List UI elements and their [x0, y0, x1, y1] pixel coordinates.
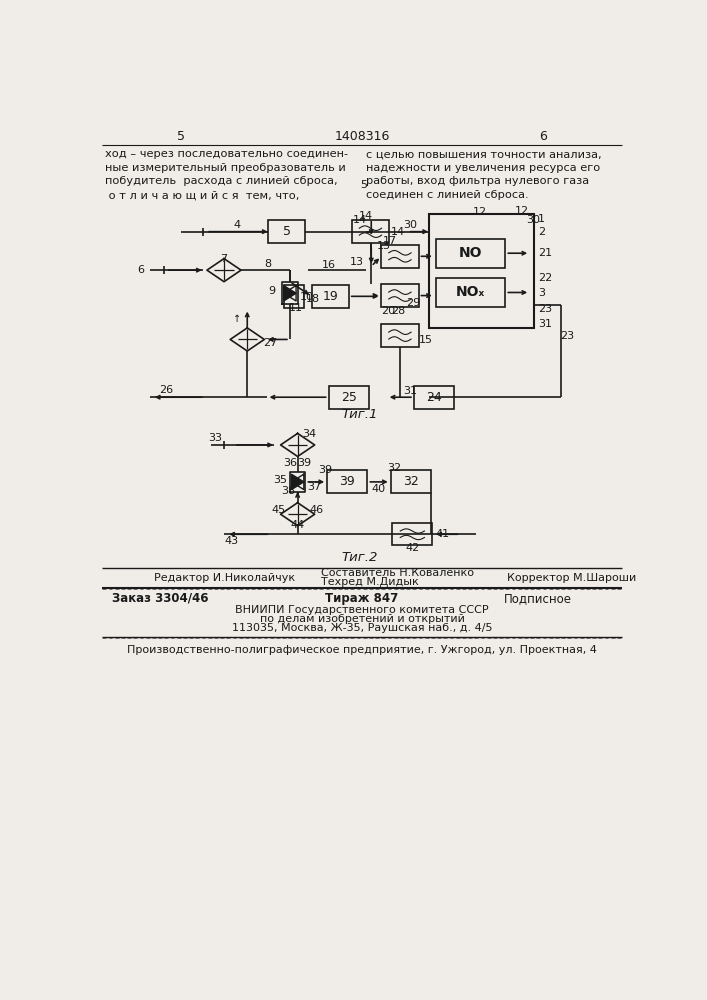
Text: 32: 32 [403, 475, 419, 488]
Text: 9: 9 [269, 286, 276, 296]
Text: 37: 37 [308, 482, 322, 492]
Text: 25: 25 [341, 391, 357, 404]
Text: 3: 3 [538, 288, 545, 298]
Bar [381, 284, 419, 307]
Text: 17: 17 [383, 236, 397, 246]
Text: 6: 6 [539, 130, 547, 143]
Text: 6: 6 [138, 265, 144, 275]
Text: Составитель Н.Коваленко: Составитель Н.Коваленко [321, 568, 474, 578]
Text: 39: 39 [318, 465, 332, 475]
Text: 2: 2 [538, 227, 545, 237]
Text: 21: 21 [538, 248, 552, 258]
Bar [329, 386, 369, 409]
Text: Подписное: Подписное [504, 592, 572, 605]
Text: Производственно-полиграфическое предприятие, г. Ужгород, ул. Проектная, 4: Производственно-полиграфическое предприя… [127, 645, 597, 655]
Bar [381, 245, 419, 268]
Text: 4: 4 [233, 220, 241, 230]
Text: 16: 16 [322, 260, 336, 270]
Text: 1: 1 [538, 214, 545, 224]
Text: ↑: ↑ [233, 314, 241, 324]
Text: 36: 36 [283, 458, 297, 468]
Text: 23: 23 [560, 331, 574, 341]
Text: NOₓ: NOₓ [456, 285, 485, 299]
Text: 1408316: 1408316 [334, 130, 390, 143]
Text: 13: 13 [349, 257, 363, 267]
Text: 14: 14 [391, 227, 404, 237]
Bar [436, 239, 506, 268]
Text: Корректор М.Шароши: Корректор М.Шароши [507, 573, 636, 583]
Text: Заказ 3304/46: Заказ 3304/46 [112, 592, 208, 605]
Text: 34: 34 [302, 429, 316, 439]
Text: Тираж 847: Тираж 847 [325, 592, 399, 605]
Text: Τиг.1: Τиг.1 [341, 408, 378, 421]
Text: 113035, Москва, Ж-35, Раушская наб., д. 4/5: 113035, Москва, Ж-35, Раушская наб., д. … [232, 623, 492, 633]
Text: по делам изобретений и открытий: по делам изобретений и открытий [259, 614, 464, 624]
Text: 32: 32 [387, 463, 402, 473]
Text: Техред М.Дидык: Техред М.Дидык [321, 577, 419, 587]
Text: 19: 19 [322, 290, 338, 303]
Text: NO: NO [459, 246, 482, 260]
Text: ход – через последовательно соединен-
ные измерительный преобразователь и
побуди: ход – через последовательно соединен- ны… [105, 149, 349, 200]
Text: 8: 8 [264, 259, 271, 269]
Bar [312, 285, 349, 308]
Text: 40: 40 [371, 484, 385, 494]
Bar [436, 278, 506, 307]
Text: 12: 12 [515, 206, 530, 216]
Bar [381, 324, 419, 347]
Text: 14: 14 [358, 211, 373, 221]
Text: 15: 15 [419, 335, 433, 345]
Bar [392, 523, 433, 545]
Bar [268, 220, 305, 243]
Text: 33: 33 [208, 433, 222, 443]
Text: 22: 22 [538, 273, 552, 283]
Text: 5: 5 [177, 130, 185, 143]
Text: 44: 44 [291, 520, 305, 530]
Text: 23: 23 [538, 304, 552, 314]
Text: 24: 24 [426, 391, 442, 404]
Text: 26: 26 [159, 385, 173, 395]
Bar [352, 220, 389, 243]
Text: 10: 10 [300, 292, 314, 302]
Text: 18: 18 [306, 294, 320, 304]
Bar [284, 285, 304, 308]
Text: 31: 31 [538, 319, 552, 329]
Text: Τиг.2: Τиг.2 [341, 551, 378, 564]
Text: 11: 11 [289, 303, 303, 313]
Text: 46: 46 [310, 505, 324, 515]
Text: 20: 20 [381, 306, 395, 316]
Text: 13: 13 [377, 241, 391, 251]
Text: 12: 12 [473, 207, 487, 217]
Bar [414, 386, 454, 409]
Text: 5: 5 [283, 225, 291, 238]
Text: ВНИИПИ Государственного комитета СССР: ВНИИПИ Государственного комитета СССР [235, 605, 489, 615]
Polygon shape [291, 474, 304, 490]
Text: 39: 39 [339, 475, 355, 488]
Text: 14: 14 [353, 215, 367, 225]
Text: 45: 45 [271, 505, 286, 515]
Text: 28: 28 [391, 306, 406, 316]
Polygon shape [284, 286, 296, 301]
Text: 39: 39 [297, 458, 311, 468]
Text: 35: 35 [274, 475, 288, 485]
Bar [327, 470, 368, 493]
Text: 7: 7 [221, 254, 228, 264]
Text: 27: 27 [264, 338, 278, 348]
Bar [429, 214, 534, 328]
Text: 43: 43 [225, 536, 239, 546]
Text: 41: 41 [436, 529, 450, 539]
Text: 38: 38 [281, 486, 296, 496]
Text: Редактор И.Николайчук: Редактор И.Николайчук [154, 573, 296, 583]
Text: 30: 30 [403, 220, 417, 230]
Text: с целью повышения точности анализа,
надежности и увеличения ресурса его
работы, : с целью повышения точности анализа, наде… [366, 149, 602, 200]
Text: 42: 42 [405, 543, 419, 553]
Text: 30: 30 [526, 215, 540, 225]
Text: 31: 31 [403, 386, 417, 396]
Bar [391, 470, 431, 493]
Text: 5: 5 [360, 180, 367, 190]
Text: 29: 29 [406, 298, 421, 308]
